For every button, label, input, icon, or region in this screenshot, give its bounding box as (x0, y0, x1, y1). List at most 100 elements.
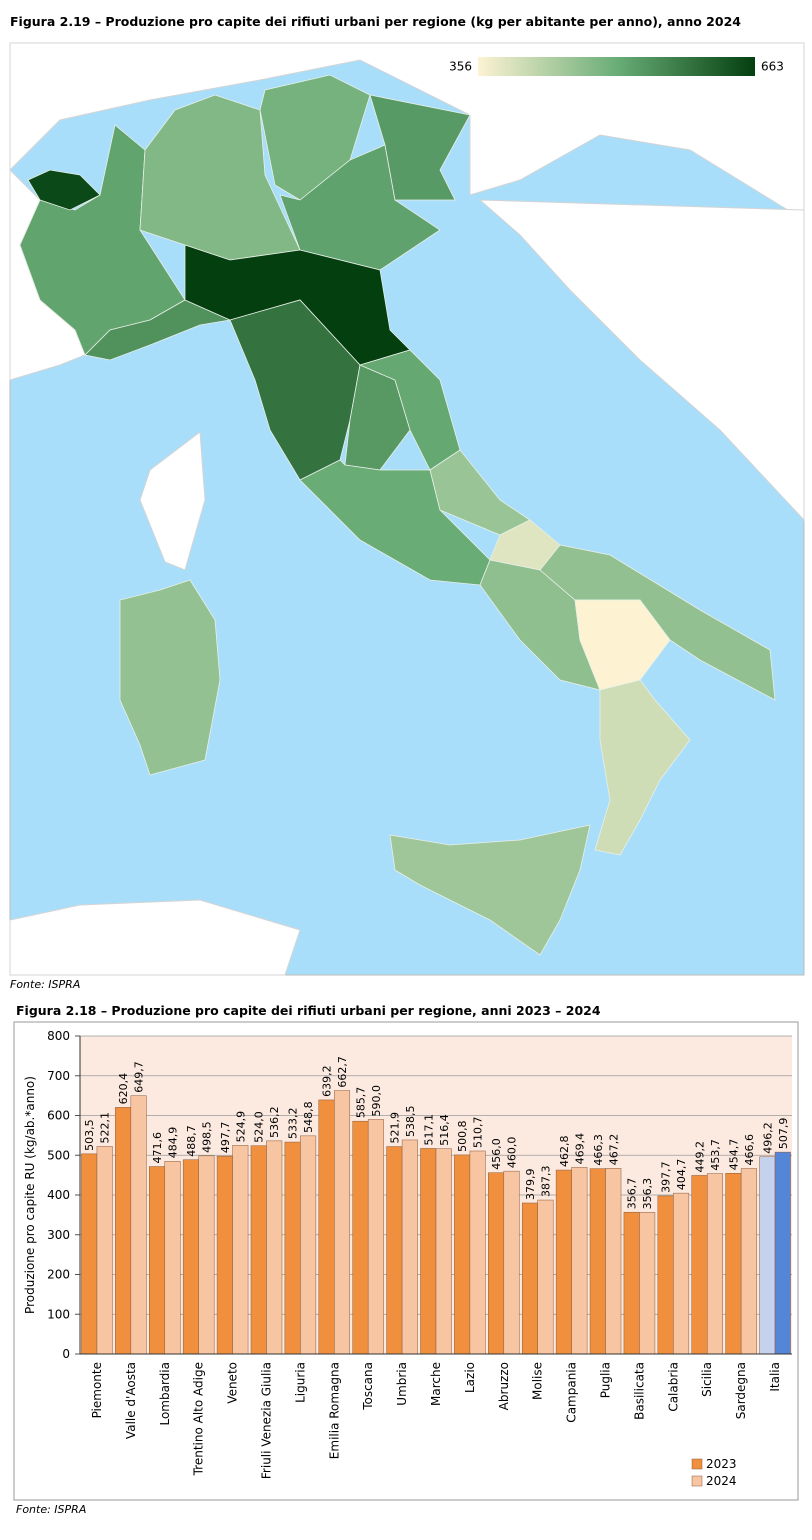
x-tick-label: Marche (429, 1362, 443, 1406)
bar (149, 1166, 166, 1355)
value-label: 620,4 (117, 1073, 130, 1105)
value-label: 453,7 (709, 1139, 722, 1171)
value-label: 497,7 (219, 1122, 232, 1154)
value-label: 524,0 (253, 1111, 266, 1143)
land (9, 42, 805, 221)
bar (571, 1167, 588, 1355)
legend-label: 2024 (706, 1474, 737, 1488)
bar (657, 1195, 674, 1355)
bar (589, 1168, 606, 1355)
bar (706, 1173, 723, 1355)
region (27, 169, 101, 211)
y-tick-label: 400 (47, 1188, 70, 1202)
bar (216, 1155, 233, 1355)
legend-label: 2023 (706, 1457, 737, 1471)
bar (503, 1170, 520, 1355)
bar (115, 1107, 132, 1355)
x-tick-label: Toscana (361, 1362, 375, 1411)
value-label: 466,3 (592, 1134, 605, 1166)
x-tick-label: Puglia (599, 1362, 613, 1398)
x-tick-label: Basilicata (632, 1362, 646, 1420)
bar (96, 1146, 113, 1355)
x-tick-label: Liguria (293, 1362, 307, 1403)
chart-title: Figura 2.18 – Produzione pro capite dei … (16, 1003, 601, 1018)
region (259, 74, 371, 201)
region (139, 94, 301, 261)
bar (318, 1099, 335, 1355)
value-label: 507,9 (777, 1118, 790, 1150)
value-label: 639,2 (321, 1065, 334, 1097)
region (389, 824, 591, 956)
legend-swatch (691, 1458, 703, 1470)
region (369, 94, 471, 201)
bar (673, 1192, 690, 1355)
bar (401, 1139, 418, 1355)
value-label: 404,7 (675, 1159, 688, 1191)
value-label: 466,6 (743, 1134, 756, 1166)
y-axis-label: Produzione pro capite RU (kg/ab.*anno) (23, 1076, 37, 1314)
bar (367, 1119, 384, 1355)
colorbar (478, 57, 755, 76)
value-label: 516,4 (438, 1114, 451, 1146)
value-label: 649,7 (133, 1061, 146, 1093)
x-tick-label: Emilia Romagna (327, 1362, 341, 1459)
value-label: 585,7 (354, 1087, 367, 1119)
bar (198, 1155, 215, 1355)
value-label: 467,2 (607, 1134, 620, 1166)
y-tick-label: 800 (47, 1029, 70, 1043)
x-tick-label: Lombardia (158, 1362, 172, 1426)
x-tick-label: Trentino Alto Adige (192, 1362, 206, 1476)
value-label: 469,4 (573, 1133, 586, 1165)
x-tick-label: Abruzzo (497, 1362, 511, 1410)
bar (250, 1145, 267, 1355)
bar (435, 1148, 452, 1355)
map-source: Fonte: ISPRA (10, 978, 80, 991)
value-label: 456,0 (490, 1138, 503, 1170)
y-tick-label: 500 (47, 1148, 70, 1162)
x-tick-label: Lazio (463, 1362, 477, 1393)
value-label: 379,9 (524, 1168, 537, 1200)
value-label: 522,1 (99, 1112, 112, 1144)
neighbour-land (9, 42, 805, 976)
bar (164, 1161, 181, 1355)
value-label: 503,5 (83, 1119, 96, 1151)
bar (284, 1141, 301, 1355)
value-label: 500,8 (456, 1120, 469, 1152)
bar (454, 1154, 471, 1355)
value-label: 498,5 (200, 1121, 213, 1153)
x-tick-label: Umbria (395, 1362, 409, 1406)
value-label: 462,8 (558, 1136, 571, 1168)
bar (623, 1211, 640, 1355)
y-tick-label: 600 (47, 1109, 70, 1123)
value-label: 449,2 (693, 1141, 706, 1173)
value-label: 387,3 (539, 1166, 552, 1198)
value-label: 356,3 (641, 1178, 654, 1210)
value-label: 496,2 (761, 1122, 774, 1154)
bar (182, 1159, 199, 1355)
bar (521, 1202, 538, 1355)
bar (605, 1168, 622, 1355)
bar (639, 1212, 656, 1355)
x-tick-label: Friuli Venezia Giulia (259, 1362, 273, 1479)
value-label: 538,5 (404, 1105, 417, 1137)
value-label: 533,2 (287, 1108, 300, 1140)
bar (691, 1175, 708, 1355)
bar (300, 1135, 317, 1355)
value-label: 536,2 (268, 1106, 281, 1138)
bar (774, 1151, 791, 1355)
x-tick-label: Veneto (226, 1362, 240, 1404)
value-label: 460,0 (506, 1137, 519, 1169)
map-title: Figura 2.19 – Produzione pro capite dei … (10, 14, 741, 29)
x-tick-label: Valle d'Aosta (124, 1362, 138, 1439)
value-label: 356,7 (626, 1178, 639, 1210)
value-label: 471,6 (151, 1132, 164, 1164)
corsica (139, 431, 206, 571)
y-tick-label: 0 (62, 1347, 70, 1361)
value-label: 488,7 (185, 1125, 198, 1157)
value-label: 454,7 (727, 1139, 740, 1171)
bar (488, 1172, 505, 1355)
x-tick-label: Molise (531, 1362, 545, 1400)
bar (81, 1153, 98, 1355)
y-tick-label: 300 (47, 1228, 70, 1242)
